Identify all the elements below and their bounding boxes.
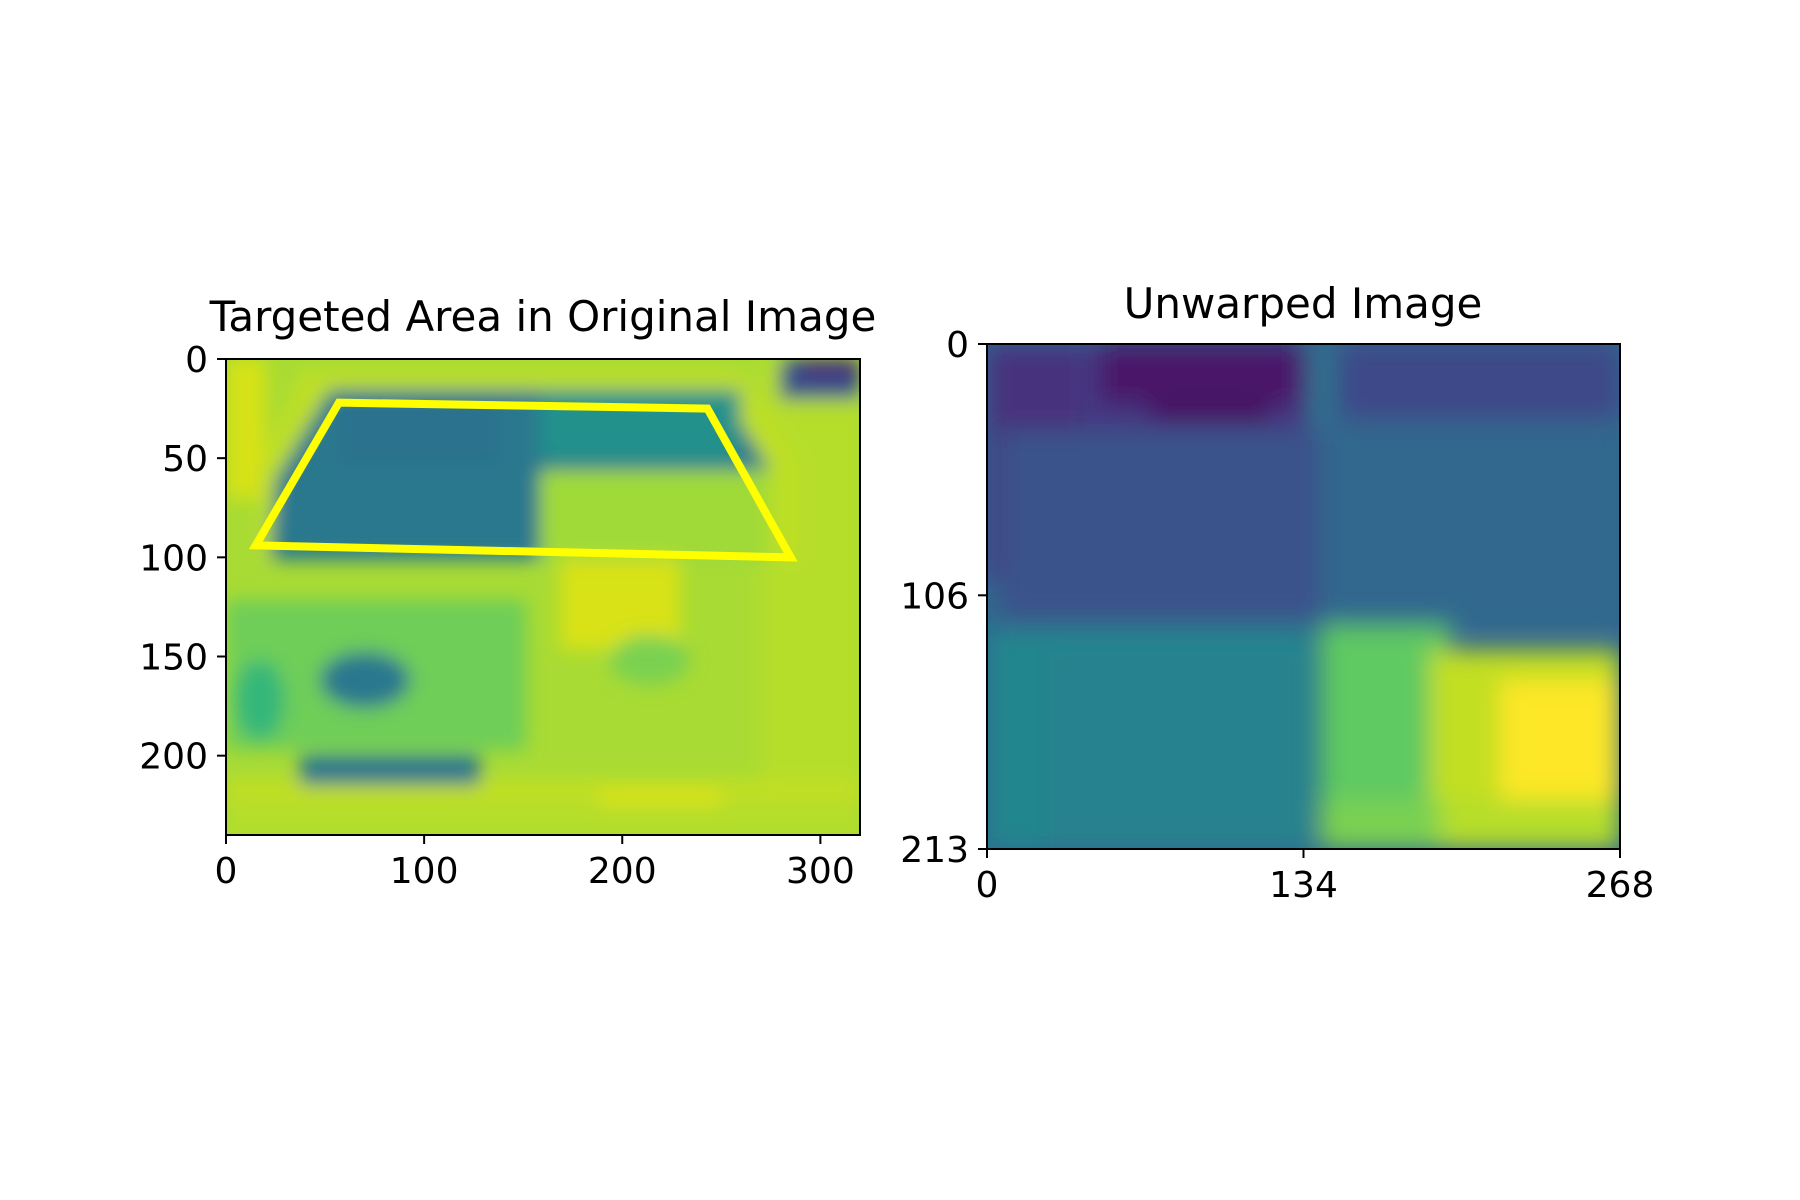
- left-axes-frame: [225, 358, 861, 836]
- right-image: [987, 344, 1620, 849]
- x-tick-label: 0: [976, 865, 999, 906]
- left-image: [226, 359, 860, 835]
- targeted-area-polygon: [248, 398, 798, 562]
- y-tick-label: 106: [900, 576, 969, 617]
- x-tick-label: 134: [1269, 865, 1338, 906]
- y-tick-label: 200: [139, 737, 208, 778]
- x-tick-label: 0: [215, 851, 238, 892]
- y-tick-label: 50: [162, 439, 208, 480]
- right-x-ticks: 0 134 268: [976, 849, 1655, 906]
- right-title: Unwarped Image: [1124, 279, 1483, 328]
- left-title: Targeted Area in Original Image: [209, 292, 877, 341]
- x-tick-label: 200: [588, 851, 657, 892]
- y-tick-label: 100: [139, 538, 208, 579]
- right-y-ticks: 0 106 213: [900, 325, 987, 871]
- y-tick-label: 150: [139, 638, 208, 679]
- right-axes: Unwarped Image: [900, 279, 1654, 906]
- x-tick-label: 100: [390, 851, 459, 892]
- left-x-ticks: 0 100 200 300: [215, 835, 855, 892]
- y-tick-label: 0: [946, 325, 969, 366]
- y-tick-label: 213: [900, 830, 969, 871]
- left-y-ticks: 0 50 100 150 200: [139, 340, 226, 778]
- left-axes: Targeted Area in Original Image: [139, 292, 876, 892]
- y-tick-label: 0: [185, 340, 208, 381]
- x-tick-label: 268: [1586, 865, 1655, 906]
- x-tick-label: 300: [786, 851, 855, 892]
